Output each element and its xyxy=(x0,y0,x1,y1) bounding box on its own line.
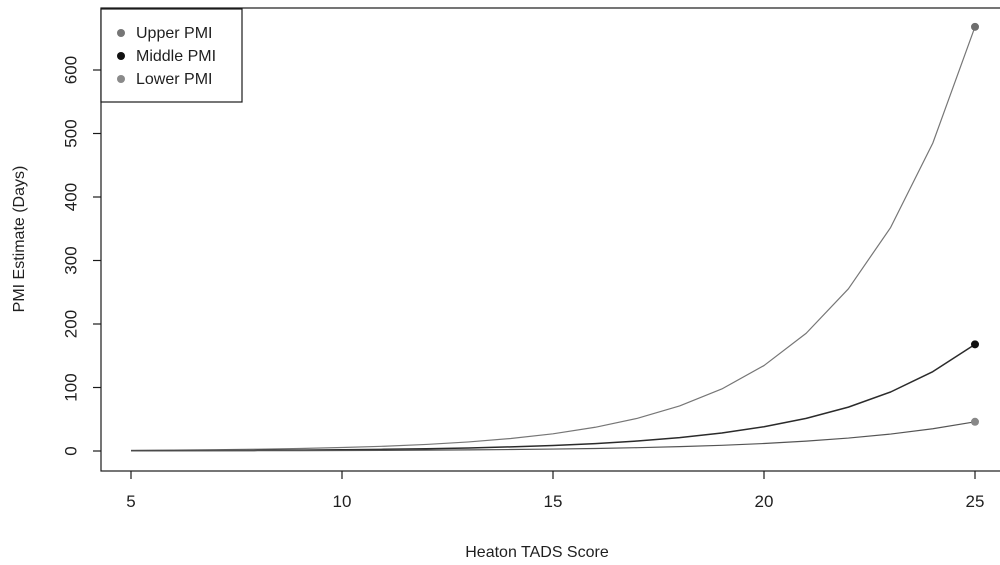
series-endpoint-upper-pmi xyxy=(971,22,979,31)
series-endpoint-lower-pmi xyxy=(971,417,979,426)
y-tick-label: 0 xyxy=(61,446,80,455)
series-endpoints xyxy=(971,22,979,426)
x-tick-label: 25 xyxy=(966,492,985,511)
y-axis: 0 100 200 300 400 500 600 xyxy=(61,56,101,456)
x-tick-label: 15 xyxy=(544,492,563,511)
legend-marker-lower-pmi xyxy=(117,75,125,83)
series-line-upper-pmi xyxy=(130,26,976,451)
y-tick-label: 200 xyxy=(61,310,80,338)
legend-marker-upper-pmi xyxy=(117,29,125,37)
legend-label-middle-pmi: Middle PMI xyxy=(136,48,216,65)
series-lines xyxy=(130,26,976,452)
plot-frame xyxy=(100,7,1000,472)
x-axis-title: Heaton TADS Score xyxy=(465,544,609,561)
x-axis: 5 10 15 20 25 xyxy=(126,471,984,511)
series-line-lower-pmi xyxy=(130,421,976,452)
y-tick-label: 600 xyxy=(61,56,80,84)
y-axis-title: PMI Estimate (Days) xyxy=(11,166,28,313)
series-line-middle-pmi xyxy=(130,343,976,452)
y-tick-label: 100 xyxy=(61,373,80,401)
legend-label-upper-pmi: Upper PMI xyxy=(136,25,212,42)
x-tick-label: 10 xyxy=(333,492,352,511)
legend-marker-middle-pmi xyxy=(117,52,125,60)
y-tick-label: 500 xyxy=(61,119,80,147)
legend: Upper PMI Middle PMI Lower PMI xyxy=(100,8,243,103)
y-tick-label: 400 xyxy=(61,183,80,211)
x-tick-label: 5 xyxy=(126,492,135,511)
y-tick-label: 300 xyxy=(61,246,80,274)
x-tick-label: 20 xyxy=(755,492,774,511)
series-endpoint-middle-pmi xyxy=(971,340,979,349)
legend-label-lower-pmi: Lower PMI xyxy=(136,71,212,88)
